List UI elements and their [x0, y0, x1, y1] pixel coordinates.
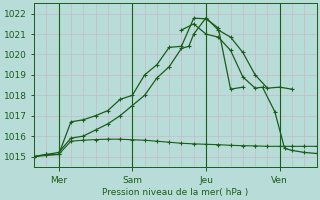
X-axis label: Pression niveau de la mer( hPa ): Pression niveau de la mer( hPa )	[102, 188, 248, 197]
